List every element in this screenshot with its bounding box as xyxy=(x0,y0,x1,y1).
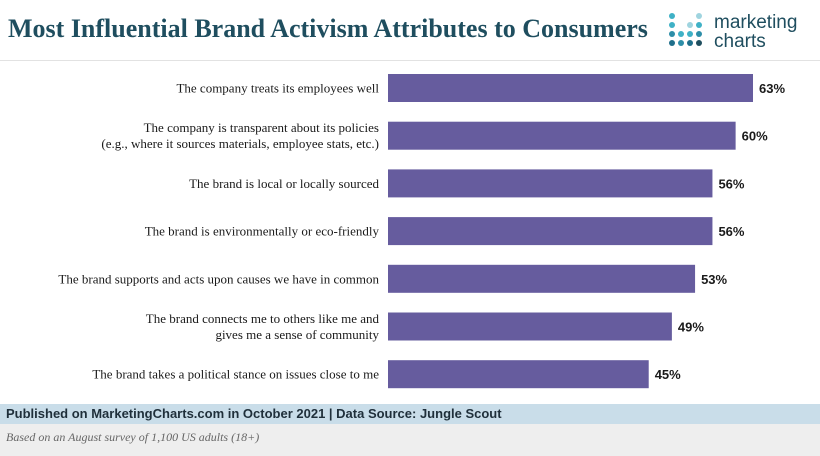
logo-line-1: marketing xyxy=(714,12,798,33)
bar-4 xyxy=(388,217,713,246)
bar-chart: 63% The company treats its employees well… xyxy=(58,74,785,389)
value-label-7: 45% xyxy=(655,367,681,382)
category-label-line: The brand connects me to others like me … xyxy=(146,311,380,326)
category-label-line: The brand is environmentally or eco-frie… xyxy=(145,224,380,239)
value-label-1: 63% xyxy=(759,81,785,96)
category-label-3: The brand is local or locally sourced xyxy=(189,176,379,191)
category-label-2: The company is transparent about its pol… xyxy=(101,120,379,151)
category-label-line: The company treats its employees well xyxy=(176,81,379,96)
category-label-6: The brand connects me to others like me … xyxy=(146,311,380,342)
value-label-5: 53% xyxy=(701,272,727,287)
methodology-note: Based on an August survey of 1,100 US ad… xyxy=(0,424,820,456)
source-text: Published on MarketingCharts.com in Octo… xyxy=(6,406,502,421)
category-label-5: The brand supports and acts upon causes … xyxy=(58,271,379,286)
category-label-line: The brand supports and acts upon causes … xyxy=(58,271,379,286)
category-label-line: gives me a sense of community xyxy=(215,327,379,342)
source-footer: Published on MarketingCharts.com in Octo… xyxy=(0,404,820,424)
bar-6 xyxy=(388,312,672,341)
category-label-line: The brand takes a political stance on is… xyxy=(92,367,379,382)
bars-layer: 63% The company treats its employees well… xyxy=(58,74,785,389)
logo-dots-icon xyxy=(669,13,702,46)
bar-2 xyxy=(388,121,736,150)
marketingcharts-logo[interactable]: marketing charts xyxy=(668,12,818,56)
logo-wordmark: marketing charts xyxy=(714,13,797,51)
value-label-4: 56% xyxy=(718,224,744,239)
category-label-line: (e.g., where it sources materials, emplo… xyxy=(101,136,379,151)
value-label-2: 60% xyxy=(742,129,768,144)
category-label-7: The brand takes a political stance on is… xyxy=(92,367,379,382)
value-label-6: 49% xyxy=(678,320,704,335)
logo-line-2: charts xyxy=(714,31,766,52)
bar-1 xyxy=(388,74,753,102)
title-divider xyxy=(0,60,820,61)
bar-7 xyxy=(388,360,649,389)
category-label-line: The brand is local or locally sourced xyxy=(189,176,379,191)
category-label-4: The brand is environmentally or eco-frie… xyxy=(145,224,380,239)
category-label-line: The company is transparent about its pol… xyxy=(144,120,379,135)
bar-5 xyxy=(388,264,696,293)
chart-title: Most Influential Brand Activism Attribut… xyxy=(8,14,648,43)
bar-3 xyxy=(388,169,713,198)
value-label-3: 56% xyxy=(718,176,744,191)
category-label-1: The company treats its employees well xyxy=(176,81,379,96)
note-text: Based on an August survey of 1,100 US ad… xyxy=(6,430,260,444)
